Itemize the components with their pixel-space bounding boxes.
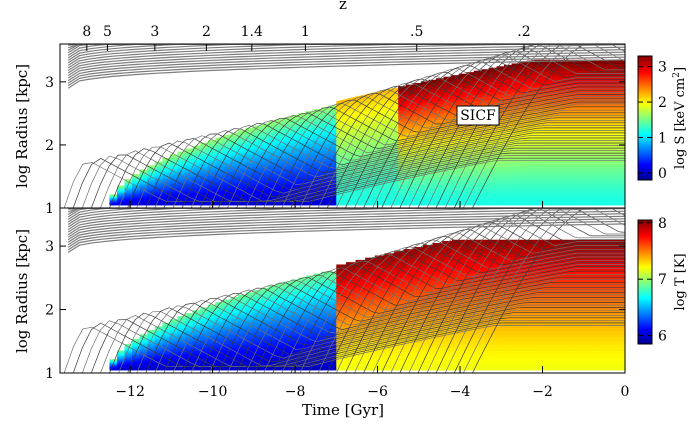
redshift-tick-label: 3: [150, 24, 159, 40]
temperature-ytick-label: 2: [45, 303, 54, 319]
temperature-colorbar-label: log T [K]: [673, 253, 688, 310]
time-xtick-label: −2: [532, 384, 553, 400]
sicf-annotation-label: SICF: [460, 108, 496, 124]
time-xtick-label: −6: [367, 384, 388, 400]
redshift-tick-label: 1.4: [241, 24, 263, 40]
redshift-tick-label: 2: [202, 24, 211, 40]
redshift-tick-label: 1: [301, 24, 310, 40]
entropy-colorbar-ticks: 0 1 2 3: [638, 60, 667, 182]
redshift-tick-label: .2: [517, 24, 530, 40]
entropy-panel: 1 2 3 8 5 3 2 1.4 1 .5 .2 z SICF log Radius [kpc]: [13, 0, 626, 217]
entropy-y-axis-label: log Radius [kpc]: [13, 64, 31, 188]
shell-trajectories: [63, 208, 625, 373]
time-xtick-label: −12: [115, 384, 145, 400]
entropy-cb-tick-label: 0: [658, 166, 667, 182]
redshift-axis-label: z: [339, 0, 347, 13]
entropy-cb-tick-label: 1: [658, 130, 667, 146]
temperature-cb-tick-label: 7: [658, 272, 667, 288]
redshift-tick-label: .5: [410, 24, 423, 40]
temperature-plot-frame: [59, 207, 626, 374]
temperature-colorbar-ticks: 6 7 8: [638, 216, 667, 345]
temperature-ytick-label: 1: [45, 366, 54, 382]
temperature-panel: 1 2 3 −12 −10 −8 −6 −4 −2 0 log Radius [kpc] Tim…: [13, 201, 629, 419]
redshift-ticks: 8 5 3 2 1.4 1 .5 .2: [82, 24, 531, 51]
redshift-tick-label: 5: [103, 24, 112, 40]
time-x-ticks: −12 −10 −8 −6 −4 −2 0: [115, 201, 629, 400]
temperature-colorbar: 6 7 8 log T [K]: [637, 216, 688, 345]
entropy-ytick-label: 1: [45, 201, 54, 217]
temperature-y-ticks: 1 2 3: [45, 239, 625, 382]
entropy-cb-tick-label: 2: [658, 95, 667, 111]
temperature-cb-tick-label: 8: [658, 216, 667, 232]
time-x-axis-label: Time [Gyr]: [302, 401, 384, 419]
temperature-ytick-label: 3: [45, 239, 54, 255]
entropy-ytick-label: 2: [45, 138, 54, 154]
redshift-tick-label: 8: [82, 24, 91, 40]
entropy-colorbar: 0 1 2 3 log S [keV cm2]: [637, 55, 688, 182]
entropy-ytick-label: 3: [45, 75, 54, 91]
time-xtick-label: −10: [198, 384, 228, 400]
time-xtick-label: −4: [450, 384, 471, 400]
entropy-colorbar-label: log S [keV cm2]: [672, 67, 688, 169]
shell-trajectories: [63, 44, 625, 208]
temperature-cb-tick-label: 6: [658, 329, 667, 345]
time-xtick-label: −8: [285, 384, 306, 400]
time-xtick-label: 0: [621, 384, 630, 400]
entropy-cb-tick-label: 3: [658, 60, 667, 76]
sicf-annotation: SICF: [456, 105, 500, 126]
temperature-y-axis-label: log Radius [kpc]: [13, 229, 31, 353]
